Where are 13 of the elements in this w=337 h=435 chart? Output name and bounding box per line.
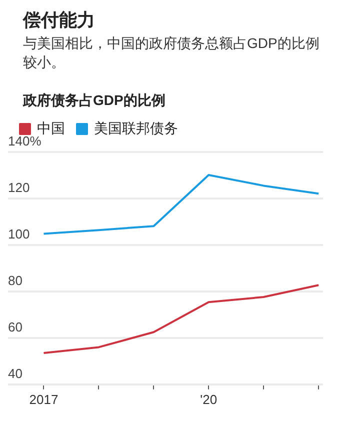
- y-axis-title: 政府债务占GDP的比例: [23, 92, 166, 110]
- x-tick-label: 2017: [29, 392, 58, 407]
- legend-label: 美国联邦债务: [94, 120, 178, 136]
- x-tick-label: '20: [200, 392, 218, 407]
- y-tick-label: 80: [8, 273, 22, 288]
- chart-title: 偿付能力: [23, 9, 96, 32]
- legend-label: 中国: [37, 120, 65, 136]
- y-tick-label: 100: [8, 226, 30, 242]
- y-tick-label: 140%: [8, 134, 42, 149]
- chart-subtitle: 与美国相比，中国的政府债务总额占GDP的比例较小。: [23, 34, 320, 72]
- y-tick-label: 40: [8, 366, 22, 381]
- y-tick-label: 120: [8, 180, 30, 196]
- y-tick-label: 60: [8, 320, 22, 334]
